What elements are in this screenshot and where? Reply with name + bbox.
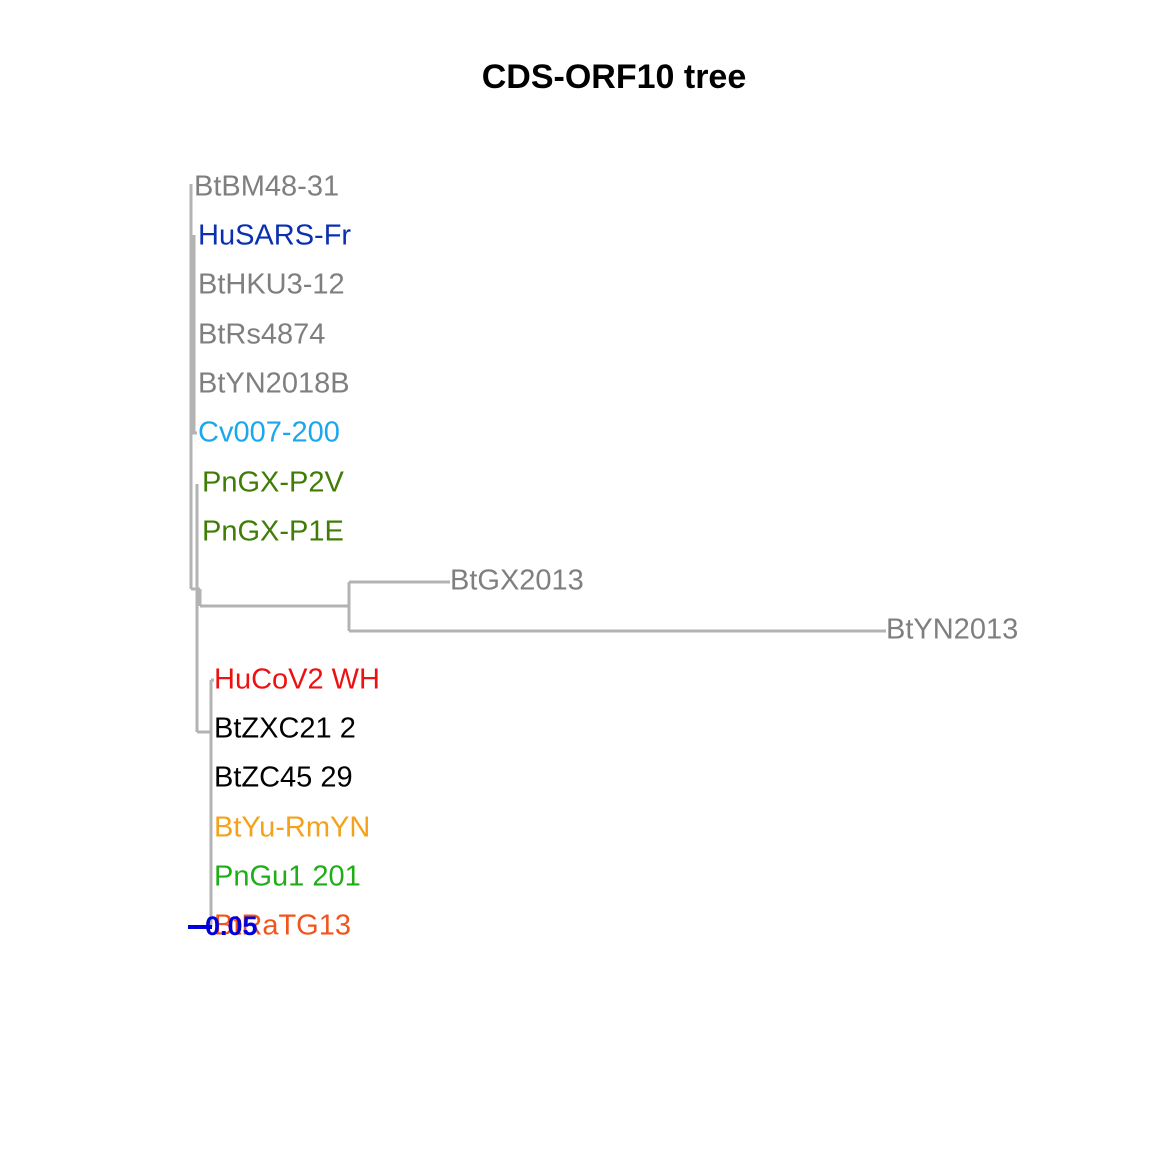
tip-label: BtZXC21 2	[214, 713, 356, 745]
tree-title: CDS-ORF10 tree	[481, 58, 747, 96]
tip-label: BtYN2013	[886, 614, 1018, 646]
scale-bar-label: 0.05	[205, 911, 258, 941]
tip-label: BtYN2018B	[198, 368, 350, 400]
tip-label: BtRaTG13	[214, 910, 351, 942]
tip-label: BtHKU3-12	[198, 269, 345, 301]
tip-label: BtYu-RmYN	[214, 812, 370, 844]
tip-label: PnGu1 201	[214, 861, 361, 893]
scale-bar: 0.05	[188, 911, 258, 941]
tip-label: PnGX-P2V	[202, 467, 344, 499]
tip-label: BtBM48-31	[194, 171, 339, 203]
tip-label: BtZC45 29	[214, 762, 353, 794]
tip-labels: BtBM48-31 HuSARS-Fr BtHKU3-12 BtRs4874 BtYN2…	[194, 171, 1018, 942]
tip-label: HuCoV2 WH	[214, 664, 380, 696]
tip-label: BtRs4874	[198, 319, 325, 351]
tip-label: BtGX2013	[450, 565, 584, 597]
tip-label: PnGX-P1E	[202, 516, 344, 548]
tree-branches	[189, 184, 886, 927]
tip-label: Cv007-200	[198, 417, 340, 449]
tip-label: HuSARS-Fr	[198, 220, 351, 252]
